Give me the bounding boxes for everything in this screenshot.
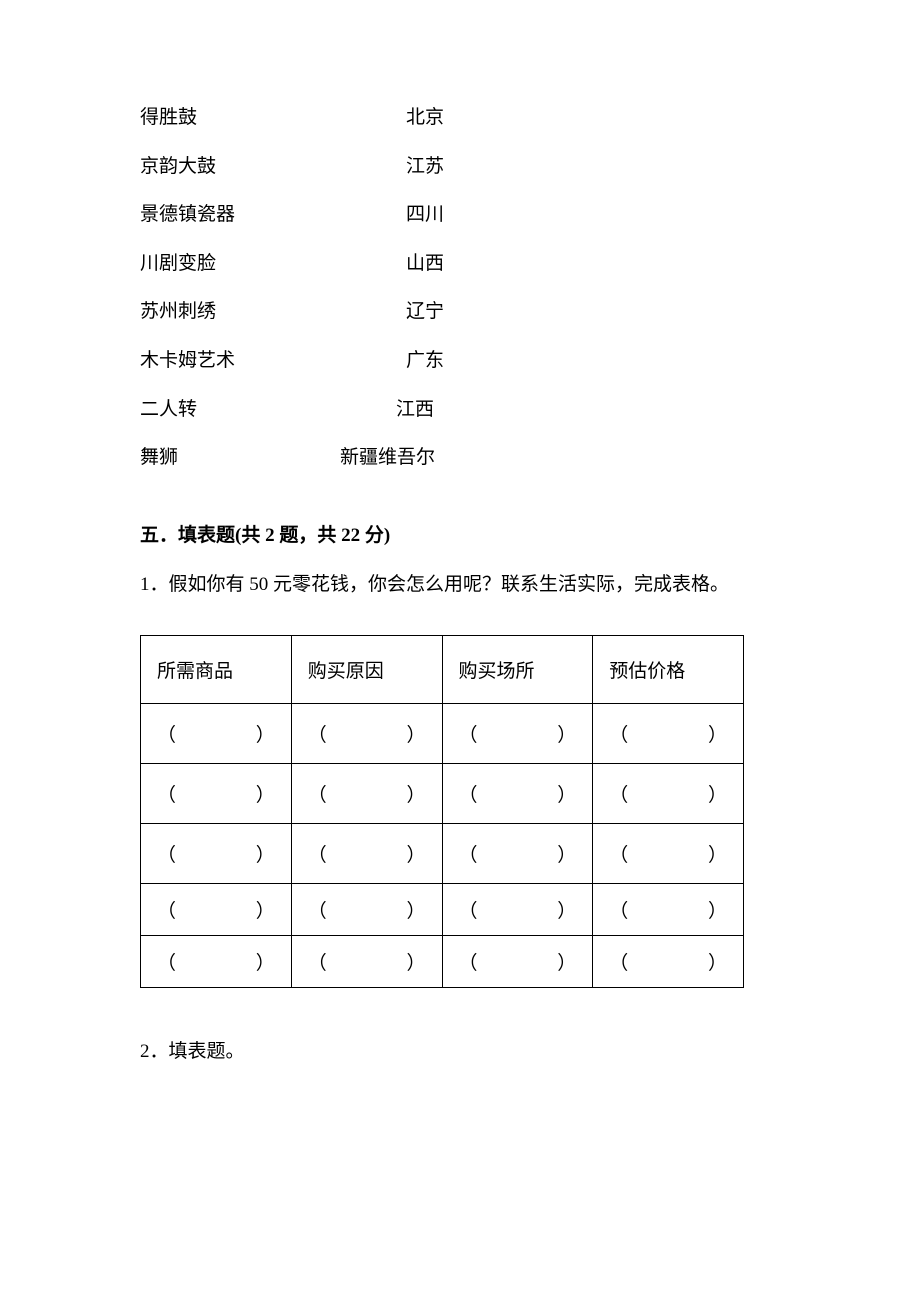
table-row: （） （） （） （） — [141, 704, 744, 764]
blank-cell[interactable]: （） — [291, 704, 442, 764]
matching-row: 川剧变脸 山西 — [140, 251, 780, 278]
matching-item-left: 苏州刺绣 — [140, 299, 370, 326]
matching-item-right: 江苏 — [390, 154, 460, 181]
blank-cell[interactable]: （） — [593, 764, 744, 824]
table-row: （） （） （） （） — [141, 824, 744, 884]
blank-cell[interactable]: （） — [141, 824, 292, 884]
question-number: 1． — [140, 574, 169, 595]
blank-cell[interactable]: （） — [141, 936, 292, 988]
matching-section: 得胜鼓 北京 京韵大鼓 江苏 景德镇瓷器 四川 川剧变脸 山西 苏州刺绣 辽宁 … — [140, 105, 780, 472]
section-5-header: 五．填表题(共 2 题，共 22 分) — [140, 520, 780, 547]
blank-cell[interactable]: （） — [593, 704, 744, 764]
matching-item-right: 江西 — [380, 397, 450, 424]
matching-row: 苏州刺绣 辽宁 — [140, 299, 780, 326]
table-row: （） （） （） （） — [141, 936, 744, 988]
blank-cell[interactable]: （） — [442, 824, 593, 884]
blank-cell[interactable]: （） — [593, 884, 744, 936]
matching-item-right: 辽宁 — [390, 299, 460, 326]
col-header-reason: 购买原因 — [291, 636, 442, 704]
blank-cell[interactable]: （） — [442, 884, 593, 936]
matching-item-left: 川剧变脸 — [140, 251, 370, 278]
col-header-price: 预估价格 — [593, 636, 744, 704]
matching-row: 舞狮 新疆维吾尔 — [140, 445, 780, 472]
matching-item-left: 京韵大鼓 — [140, 154, 370, 181]
table-header-row: 所需商品 购买原因 购买场所 预估价格 — [141, 636, 744, 704]
matching-item-left: 景德镇瓷器 — [140, 202, 370, 229]
blank-cell[interactable]: （） — [141, 704, 292, 764]
blank-cell[interactable]: （） — [291, 884, 442, 936]
matching-item-left: 得胜鼓 — [140, 105, 370, 132]
matching-item-right: 北京 — [390, 105, 460, 132]
col-header-place: 购买场所 — [442, 636, 593, 704]
blank-cell[interactable]: （） — [593, 936, 744, 988]
budget-table: 所需商品 购买原因 购买场所 预估价格 （） （） （） （） （） （） （）… — [140, 635, 744, 988]
table-row: （） （） （） （） — [141, 764, 744, 824]
question-1: 1．假如你有 50 元零花钱，你会怎么用呢？联系生活实际，完成表格。 — [140, 571, 780, 600]
question-1-text: 假如你有 50 元零花钱，你会怎么用呢？联系生活实际，完成表格。 — [169, 574, 730, 595]
blank-cell[interactable]: （） — [442, 936, 593, 988]
blank-cell[interactable]: （） — [442, 704, 593, 764]
matching-row: 景德镇瓷器 四川 — [140, 202, 780, 229]
question-number: 2． — [140, 1041, 169, 1062]
matching-item-left: 舞狮 — [140, 445, 340, 472]
blank-cell[interactable]: （） — [141, 764, 292, 824]
matching-item-right: 四川 — [390, 202, 460, 229]
matching-item-right: 山西 — [390, 251, 460, 278]
blank-cell[interactable]: （） — [593, 824, 744, 884]
matching-row: 京韵大鼓 江苏 — [140, 154, 780, 181]
table-row: （） （） （） （） — [141, 884, 744, 936]
matching-item-right: 新疆维吾尔 — [340, 445, 435, 472]
question-2: 2．填表题。 — [140, 1036, 780, 1063]
blank-cell[interactable]: （） — [291, 936, 442, 988]
matching-row: 二人转 江西 — [140, 397, 780, 424]
matching-row: 木卡姆艺术 广东 — [140, 348, 780, 375]
blank-cell[interactable]: （） — [141, 884, 292, 936]
matching-item-left: 木卡姆艺术 — [140, 348, 370, 375]
matching-row: 得胜鼓 北京 — [140, 105, 780, 132]
blank-cell[interactable]: （） — [291, 824, 442, 884]
matching-item-right: 广东 — [390, 348, 460, 375]
col-header-item: 所需商品 — [141, 636, 292, 704]
blank-cell[interactable]: （） — [442, 764, 593, 824]
question-2-text: 填表题。 — [169, 1041, 245, 1062]
blank-cell[interactable]: （） — [291, 764, 442, 824]
matching-item-left: 二人转 — [140, 397, 370, 424]
